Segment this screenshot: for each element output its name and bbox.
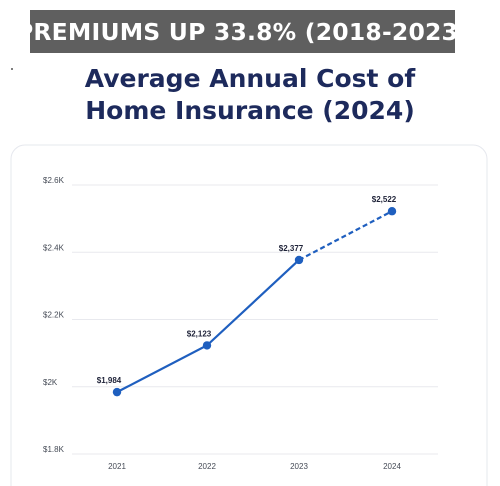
data-point: [112, 387, 122, 397]
data-point: [387, 207, 397, 216]
series-line-dashed: [298, 210, 393, 261]
x-tick-label: 2023: [290, 462, 308, 471]
data-point: [294, 255, 304, 265]
data-label: $1,984: [97, 376, 122, 385]
x-tick-label: 2022: [198, 462, 216, 471]
stray-dot: [11, 68, 13, 70]
data-label: $2,522: [372, 195, 397, 204]
y-tick-label: $1.8K: [43, 445, 65, 454]
x-tick-label: 2024: [383, 462, 401, 471]
data-label: $2,377: [279, 244, 304, 253]
data-point: [202, 341, 212, 350]
y-tick-label: $2.6K: [43, 176, 65, 185]
chart-title-line-1: Average Annual Cost of: [84, 64, 416, 93]
x-tick-label: 2021: [108, 462, 126, 471]
chart-title-line-2: Home Insurance (2024): [85, 96, 415, 125]
y-tick-label: $2.4K: [43, 243, 65, 252]
headline-banner: PREMIUMS UP 33.8% (2018-2023): [16, 10, 469, 53]
y-tick-label: $2K: [43, 378, 58, 387]
data-label: $2,123: [187, 329, 212, 338]
chart-title: Average Annual Cost of Home Insurance (2…: [0, 63, 500, 127]
y-tick-label: $2.2K: [43, 311, 65, 320]
chart-card: [10, 144, 488, 486]
headline-text: PREMIUMS UP 33.8% (2018-2023): [15, 17, 470, 46]
